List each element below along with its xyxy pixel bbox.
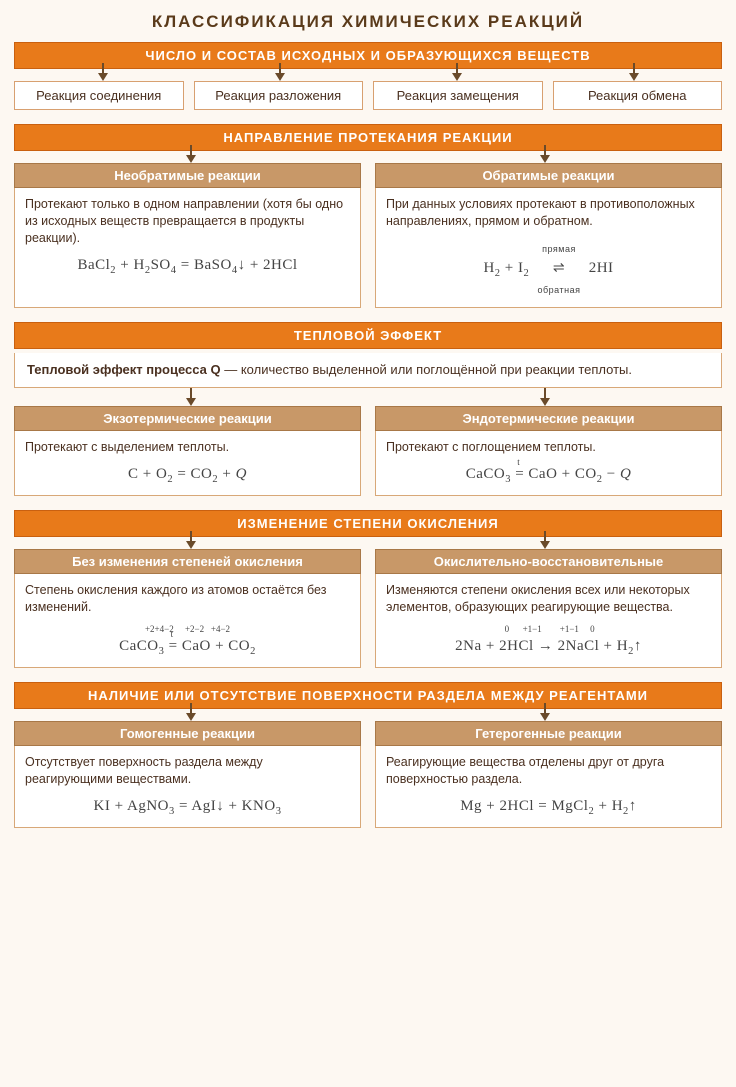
arrow-down-icon: [452, 73, 462, 81]
reversible-content: При данных условиях протекают в противоп…: [375, 188, 722, 308]
def-bold: Тепловой эффект процесса Q: [27, 362, 221, 377]
arrow-down-icon: [186, 713, 196, 721]
exo-content: Протекают с выделением теплоты. C + O2 =…: [14, 431, 361, 496]
irreversible-content: Протекают только в одном направлении (хо…: [14, 188, 361, 308]
homo-text: Отсутствует поверхность раздела между ре…: [25, 754, 350, 788]
homo-content: Отсутствует поверхность раздела между ре…: [14, 746, 361, 828]
hetero-formula: Mg + 2HCl = MgCl2 + H2↑: [386, 796, 711, 819]
arrow-down-icon: [186, 398, 196, 406]
oxidation-states: 0 +1−1 +1−1 0: [386, 623, 711, 635]
hetero-header: Гетерогенные реакции: [375, 721, 722, 746]
redox-text: Изменяются степени окисления всех или не…: [386, 582, 711, 616]
section4-row: Без изменения степеней окисления Степень…: [14, 549, 722, 668]
forward-label: прямая: [542, 244, 576, 254]
reaction-type-box: Реакция обмена: [553, 81, 723, 110]
nochange-text: Степень окисления каждого из атомов оста…: [25, 582, 350, 616]
exo-formula: C + O2 = CO2 + Q: [25, 464, 350, 487]
section3-header: ТЕПЛОВОЙ ЭФФЕКТ: [14, 322, 722, 349]
nochange-formula: +2+4−2 +2−2 +4−2 CaCO3 =t CaO + CO2: [25, 623, 350, 658]
homo-header: Гомогенные реакции: [14, 721, 361, 746]
section3-row: Экзотермические реакции Протекают с выде…: [14, 406, 722, 496]
exo-text: Протекают с выделением теплоты.: [25, 439, 350, 456]
redox-formula: 0 +1−1 +1−1 0 2Na + 2HCl → 2NaCl + H2↑: [386, 623, 711, 658]
section4-header: ИЗМЕНЕНИЕ СТЕПЕНИ ОКИСЛЕНИЯ: [14, 510, 722, 537]
nochange-content: Степень окисления каждого из атомов оста…: [14, 574, 361, 668]
arrow-down-icon: [275, 73, 285, 81]
hetero-content: Реагирующие вещества отделены друг от др…: [375, 746, 722, 828]
irreversible-formula: BaCl2 + H2SO4 = BaSO4↓ + 2HCl: [25, 255, 350, 278]
endo-text: Протекают с поглощением теплоты.: [386, 439, 711, 456]
reversible-formula: H2 + I2 прямая ⇌ обратная 2HI: [386, 238, 711, 299]
arrow-down-icon: [540, 155, 550, 163]
reversible-text: При данных условиях протекают в противоп…: [386, 196, 711, 230]
exo-header: Экзотермические реакции: [14, 406, 361, 431]
arrow-down-icon: [186, 155, 196, 163]
arrow-down-icon: [98, 73, 108, 81]
reversible-header: Обратимые реакции: [375, 163, 722, 188]
reaction-type-box: Реакция разложения: [194, 81, 364, 110]
redox-header: Окислительно-восстановительные: [375, 549, 722, 574]
reaction-type-box: Реакция соединения: [14, 81, 184, 110]
endo-content: Протекают с поглощением теплоты. CaCO3 =…: [375, 431, 722, 496]
section3-definition: Тепловой эффект процесса Q — количество …: [14, 353, 722, 388]
section5-header: НАЛИЧИЕ ИЛИ ОТСУТСТВИЕ ПОВЕРХНОСТИ РАЗДЕ…: [14, 682, 722, 709]
endo-header: Эндотермические реакции: [375, 406, 722, 431]
irreversible-text: Протекают только в одном направлении (хо…: [25, 196, 350, 247]
def-rest: — количество выделенной или поглощённой …: [221, 362, 632, 377]
section5-row: Гомогенные реакции Отсутствует поверхнос…: [14, 721, 722, 828]
hetero-text: Реагирующие вещества отделены друг от др…: [386, 754, 711, 788]
oxidation-states: +2+4−2 +2−2 +4−2: [25, 623, 350, 635]
arrow-down-icon: [540, 541, 550, 549]
section2-header: НАПРАВЛЕНИЕ ПРОТЕКАНИЯ РЕАКЦИИ: [14, 124, 722, 151]
arrow-down-icon: [540, 398, 550, 406]
reaction-type-box: Реакция замещения: [373, 81, 543, 110]
arrow-down-icon: [629, 73, 639, 81]
irreversible-header: Необратимые реакции: [14, 163, 361, 188]
redox-content: Изменяются степени окисления всех или не…: [375, 574, 722, 668]
homo-formula: KI + AgNO3 = AgI↓ + KNO3: [25, 796, 350, 819]
arrow-down-icon: [186, 541, 196, 549]
main-title: КЛАССИФИКАЦИЯ ХИМИЧЕСКИХ РЕАКЦИЙ: [14, 12, 722, 32]
nochange-header: Без изменения степеней окисления: [14, 549, 361, 574]
section1-header: ЧИСЛО И СОСТАВ ИСХОДНЫХ И ОБРАЗУЮЩИХСЯ В…: [14, 42, 722, 69]
endo-formula: CaCO3 =t CaO + CO2 − Q: [386, 464, 711, 487]
reverse-label: обратная: [538, 285, 581, 295]
section2-row: Необратимые реакции Протекают только в о…: [14, 163, 722, 308]
arrow-down-icon: [540, 713, 550, 721]
section1-row: Реакция соединения Реакция разложения Ре…: [14, 81, 722, 110]
